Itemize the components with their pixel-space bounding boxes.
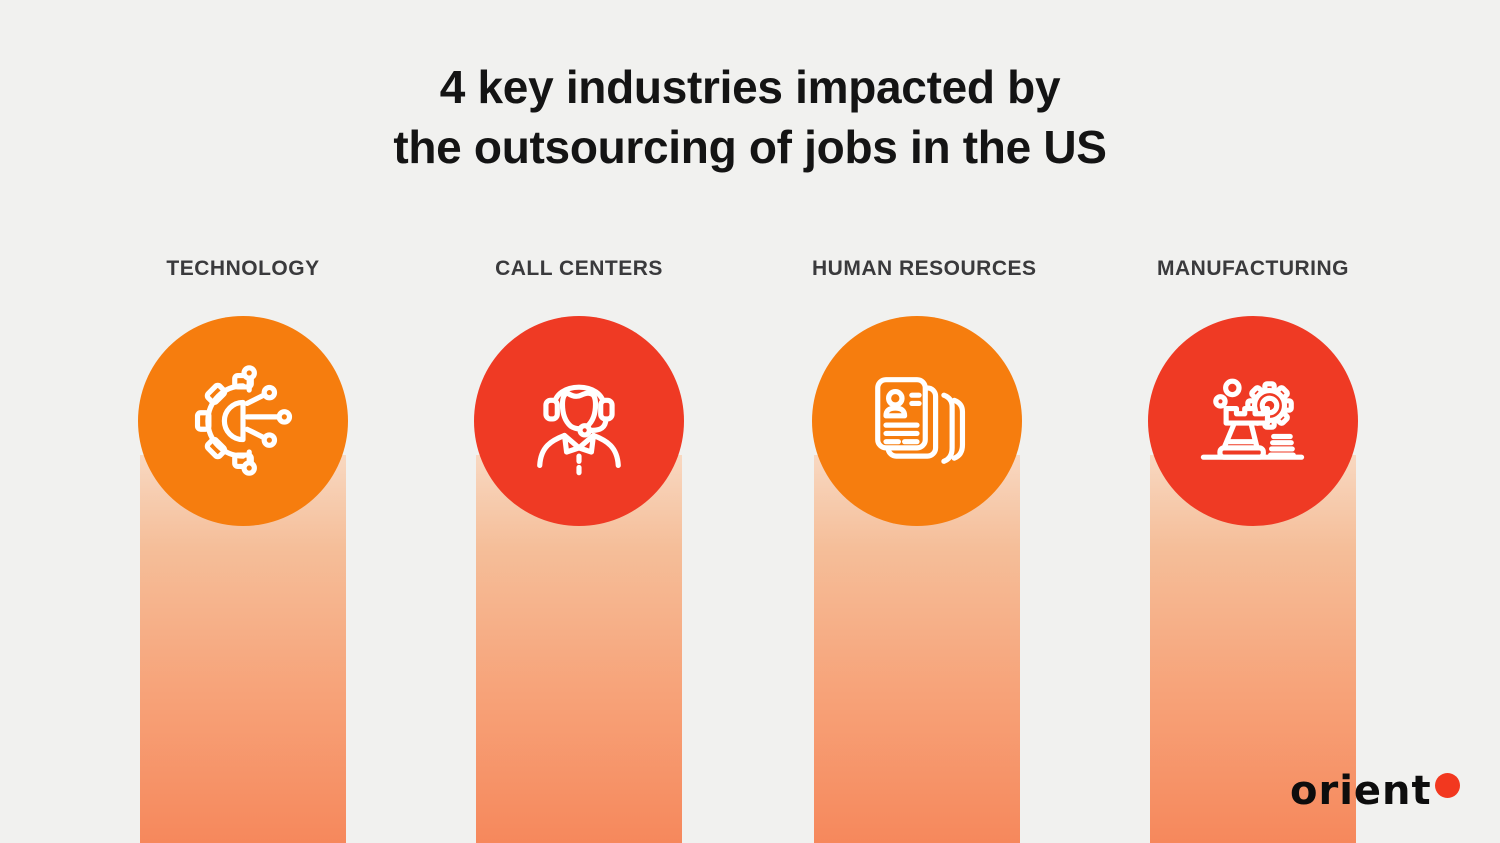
column-circle [812, 316, 1022, 526]
column-call-centers: CALL CENTERS [474, 0, 684, 843]
column-circle [1148, 316, 1358, 526]
rook-and-gear-icon [1200, 378, 1305, 460]
resume-stack-icon [875, 377, 966, 464]
brand-logo-text: orient [1290, 768, 1432, 814]
page-title: 4 key industries impacted by the outsour… [0, 58, 1500, 178]
column-label: TECHNOLOGY [166, 257, 320, 280]
column-label: CALL CENTERS [495, 257, 663, 280]
page-title-line1: 4 key industries impacted by [439, 61, 1061, 113]
brand-logo-dot-icon [1434, 773, 1460, 798]
column-human-resources: HUMAN RESOURCES [812, 0, 1037, 843]
column-label: HUMAN RESOURCES [812, 257, 1037, 280]
call-center-agent-icon [537, 384, 621, 476]
brand-logo: orient [1290, 769, 1460, 813]
circuit-gear-icon [194, 365, 293, 476]
column-circle [138, 316, 348, 526]
page-title-line2: the outsourcing of jobs in the US [393, 120, 1107, 173]
column-manufacturing: MANUFACTURING [1148, 0, 1358, 843]
column-circle [474, 316, 684, 526]
column-technology: TECHNOLOGY [138, 0, 348, 843]
column-label: MANUFACTURING [1157, 257, 1349, 280]
